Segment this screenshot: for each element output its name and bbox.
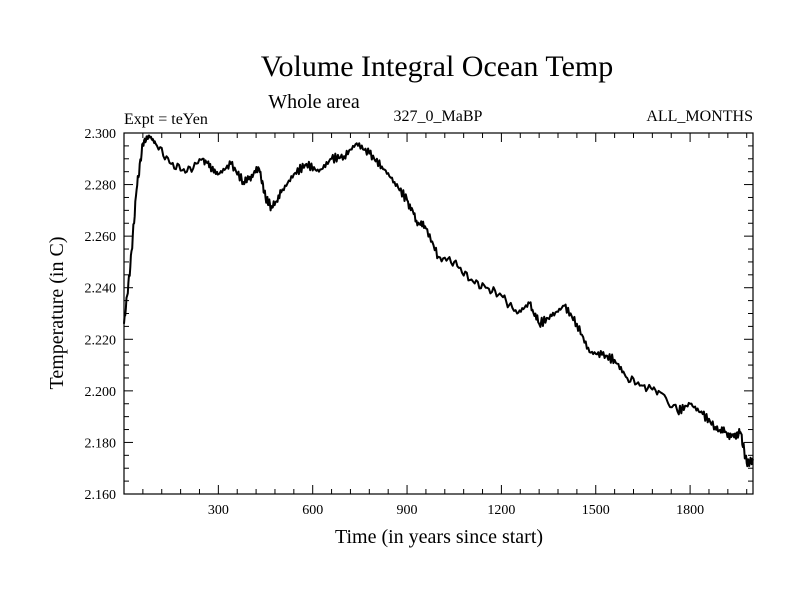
- y-tick-label: 2.220: [85, 333, 117, 348]
- x-tick-label: 600: [302, 503, 323, 518]
- y-tick-label: 2.200: [85, 385, 117, 400]
- experiment-label: Expt = teYen: [124, 111, 208, 128]
- y-tick-label: 2.160: [85, 488, 117, 503]
- y-tick-label: 2.240: [85, 282, 117, 297]
- x-tick-label: 900: [397, 503, 418, 518]
- x-tick-label: 1200: [487, 503, 515, 518]
- chart-title: Volume Integral Ocean Temp: [261, 50, 614, 83]
- y-tick-label: 2.300: [85, 127, 117, 142]
- x-axis-label: Time (in years since start): [335, 526, 543, 548]
- plot-frame: [123, 132, 754, 495]
- x-tick-label: 1800: [676, 503, 704, 518]
- y-tick-label: 2.180: [85, 436, 117, 451]
- x-tick-labels: 300 600 900 1200 1500 1800: [208, 503, 704, 518]
- run-label: 327_0_MaBP: [394, 108, 483, 125]
- y-tick-label: 2.260: [85, 230, 117, 245]
- months-label: ALL_MONTHS: [646, 108, 753, 125]
- x-tick-label: 300: [208, 503, 229, 518]
- chart-subtitle: Whole area: [268, 91, 360, 113]
- y-axis-label: Temperature (in C): [46, 237, 68, 390]
- x-tick-label: 1500: [582, 503, 610, 518]
- axis-ticks: [124, 132, 753, 495]
- y-tick-labels: 2.160 2.180 2.200 2.220 2.240 2.260 2.280 2.300: [85, 127, 117, 503]
- temperature-series-line: [123, 134, 754, 468]
- y-tick-label: 2.280: [85, 179, 117, 194]
